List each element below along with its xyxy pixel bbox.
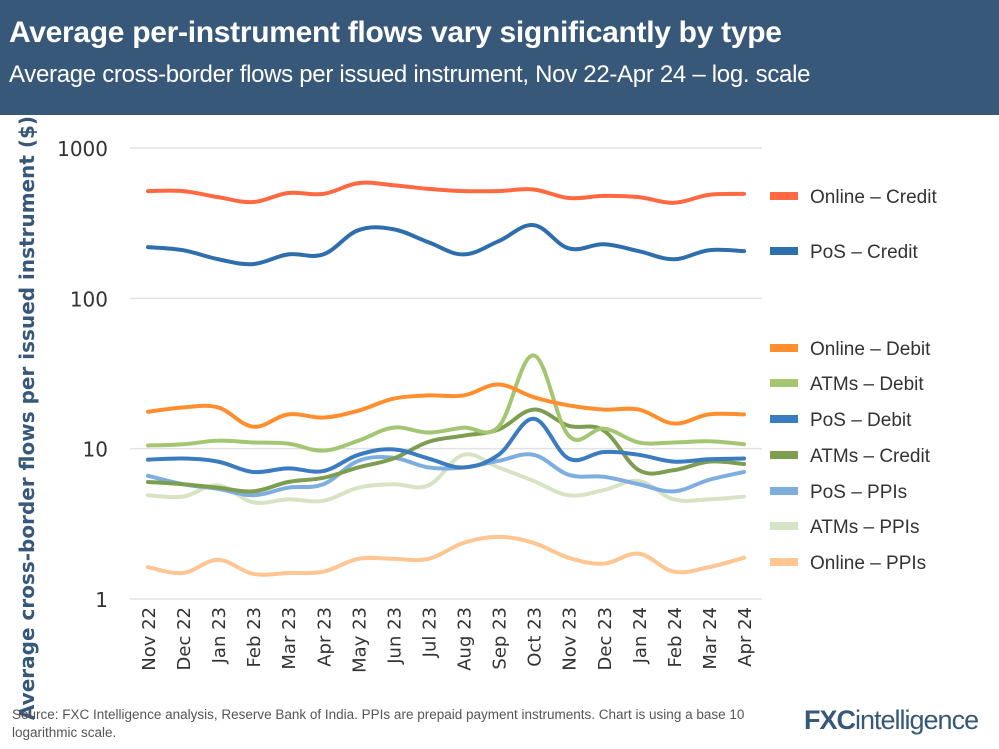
series-line-pos-ppis	[146, 452, 746, 498]
legend-label: Online – Credit	[810, 187, 937, 208]
legend-label: ATMs – Credit	[810, 446, 931, 467]
chart-subtitle: Average cross-border flows per issued in…	[9, 61, 811, 88]
series-line-atms-credit	[146, 407, 746, 494]
legend-label: PoS – Credit	[810, 242, 918, 263]
x-tick-label: Aug 23	[455, 607, 476, 671]
legend-swatch	[770, 451, 798, 459]
legend-label: ATMs – Debit	[810, 374, 924, 395]
legend-swatch	[770, 379, 798, 387]
series-line-online-ppis	[146, 534, 746, 577]
series-line-pos-credit	[146, 223, 746, 267]
y-tick-label: 100	[70, 287, 108, 311]
legend-swatch	[770, 192, 798, 200]
legend-swatch	[770, 415, 798, 423]
x-tick-label: May 23	[349, 607, 370, 673]
legend-label: Online – Debit	[810, 339, 931, 360]
x-tick-label: Sep 23	[490, 607, 511, 670]
legend-swatch	[770, 522, 798, 530]
x-tick-label: Mar 23	[279, 607, 300, 670]
legend-swatch	[770, 247, 798, 255]
x-tick-label: Apr 23	[314, 607, 335, 667]
legend-label: Online – PPIs	[810, 553, 926, 574]
legend-swatch	[770, 558, 798, 566]
legend-swatch	[770, 344, 798, 352]
y-tick-label: 1000	[57, 137, 108, 161]
x-tick-label: Jan 23	[209, 607, 230, 664]
series-line-online-credit	[146, 180, 746, 205]
x-tick-label: Oct 23	[525, 607, 546, 667]
legend-item: Online – Debit	[770, 339, 931, 360]
legend-item: Online – Credit	[770, 187, 937, 208]
legend-item: ATMs – PPIs	[770, 517, 919, 538]
y-tick-label: 1	[95, 588, 108, 612]
legend-swatch	[770, 487, 798, 495]
y-tick-label: 10	[83, 438, 108, 462]
series-line-online-debit	[146, 382, 746, 429]
legend-item: ATMs – Credit	[770, 446, 931, 467]
x-tick-label: Apr 24	[735, 607, 756, 667]
legend-label: ATMs – PPIs	[810, 517, 919, 538]
legend-item: PoS – PPIs	[770, 482, 907, 503]
series-line-atms-debit	[146, 353, 746, 453]
series-line-pos-debit	[146, 416, 746, 475]
x-tick-label: Jun 23	[384, 607, 405, 665]
y-axis-label: Average cross-border flows per issued in…	[15, 116, 39, 720]
legend-item: PoS – Credit	[770, 242, 918, 263]
source-note: Source: FXC Intelligence analysis, Reser…	[12, 707, 745, 740]
legend-item: PoS – Debit	[770, 410, 912, 431]
legend-label: PoS – Debit	[810, 410, 912, 431]
legend-item: Online – PPIs	[770, 553, 926, 574]
legend-label: PoS – PPIs	[810, 482, 907, 503]
series-line-atms-ppis	[146, 452, 746, 505]
x-tick-label: Jan 24	[630, 607, 651, 664]
x-tick-label: Nov 23	[560, 607, 581, 671]
x-tick-label: Jul 23	[419, 607, 440, 658]
x-tick-label: Dec 23	[595, 607, 616, 670]
x-tick-label: Nov 22	[139, 607, 160, 671]
x-tick-label: Mar 24	[700, 607, 721, 670]
chart-header: Average per-instrument flows vary signif…	[0, 0, 999, 115]
x-tick-label: Feb 24	[665, 607, 686, 668]
fxc-intelligence-logo: FXCintelligence	[804, 705, 979, 735]
chart-title: Average per-instrument flows vary signif…	[9, 16, 782, 49]
x-tick-label: Dec 22	[174, 607, 195, 670]
legend-item: ATMs – Debit	[770, 374, 924, 395]
x-tick-label: Feb 23	[244, 607, 265, 668]
